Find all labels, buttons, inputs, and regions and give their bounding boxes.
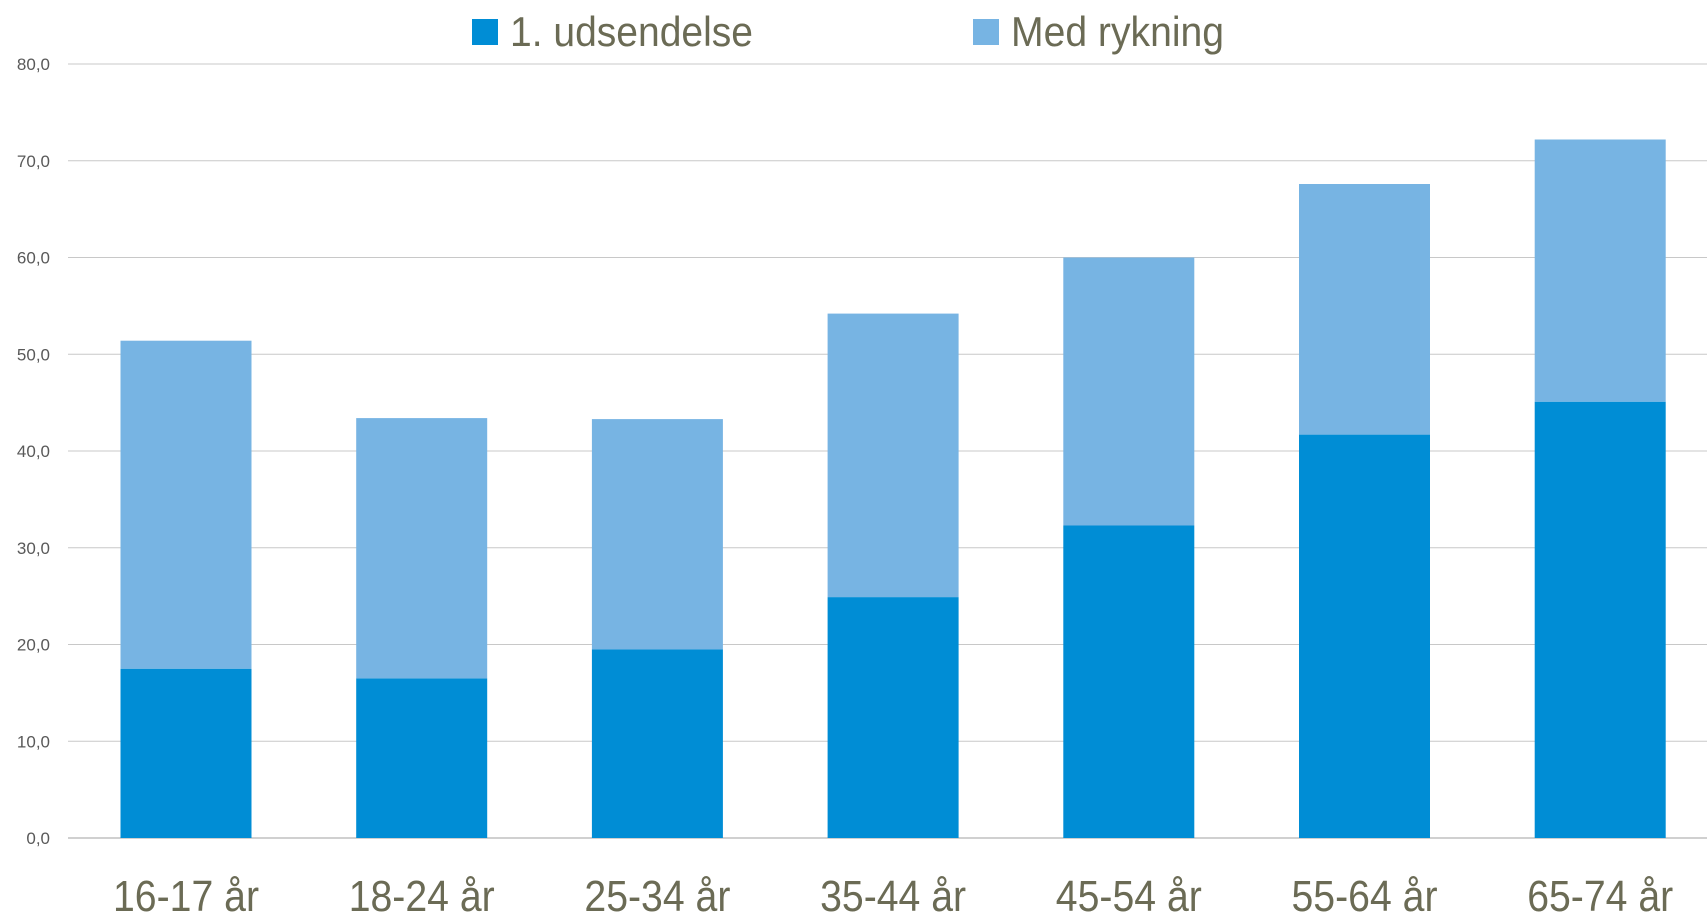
bar-segment-first-send-3 xyxy=(827,597,959,838)
bar-segment-reminder-6 xyxy=(1534,139,1666,402)
bar-segment-reminder-1 xyxy=(356,418,488,679)
bar-segment-reminder-4 xyxy=(1063,257,1195,526)
y-tick-label: 70,0 xyxy=(17,152,50,171)
bar-segment-reminder-3 xyxy=(827,313,959,598)
y-tick-label: 20,0 xyxy=(17,636,50,655)
legend-swatch xyxy=(472,19,498,45)
x-tick-label: 35-44 år xyxy=(820,872,966,916)
y-axis-tick-labels: 0,0 10,0 20,0 30,0 40,0 50,0 60,0 70,0 80,0 xyxy=(17,55,50,848)
legend-label: Med rykning xyxy=(1011,8,1224,55)
x-tick-label: 25-34 år xyxy=(584,872,730,916)
legend-label: 1. udsendelse xyxy=(510,8,753,55)
bar-segment-reminder-2 xyxy=(591,419,723,650)
y-tick-label: 30,0 xyxy=(17,539,50,558)
bars xyxy=(120,139,1666,838)
bar-segment-first-send-1 xyxy=(356,678,488,838)
legend-swatch xyxy=(973,19,999,45)
y-tick-label: 80,0 xyxy=(17,55,50,74)
y-tick-label: 0,0 xyxy=(26,829,50,848)
bar-segment-first-send-2 xyxy=(591,649,723,838)
x-tick-label: 18-24 år xyxy=(349,872,495,916)
x-tick-label: 55-64 år xyxy=(1292,872,1438,916)
bar-segment-first-send-4 xyxy=(1063,525,1195,838)
legend: 1. udsendelse Med rykning xyxy=(472,8,1224,55)
bar-segment-first-send-0 xyxy=(120,668,252,838)
bar-segment-reminder-0 xyxy=(120,340,252,669)
y-tick-label: 40,0 xyxy=(17,442,50,461)
bar-segment-reminder-5 xyxy=(1299,184,1430,435)
x-tick-label: 16-17 år xyxy=(113,872,259,916)
bar-segment-first-send-6 xyxy=(1534,401,1666,838)
y-tick-label: 60,0 xyxy=(17,249,50,268)
x-tick-label: 45-54 år xyxy=(1056,872,1202,916)
bar-segment-first-send-5 xyxy=(1299,434,1430,838)
x-axis-tick-labels: 16-17 år 18-24 år 25-34 år 35-44 år 45-54 år… xyxy=(113,872,1673,916)
y-tick-label: 10,0 xyxy=(17,732,50,751)
y-tick-label: 50,0 xyxy=(17,345,50,364)
x-tick-label: 65-74 år xyxy=(1527,872,1673,916)
